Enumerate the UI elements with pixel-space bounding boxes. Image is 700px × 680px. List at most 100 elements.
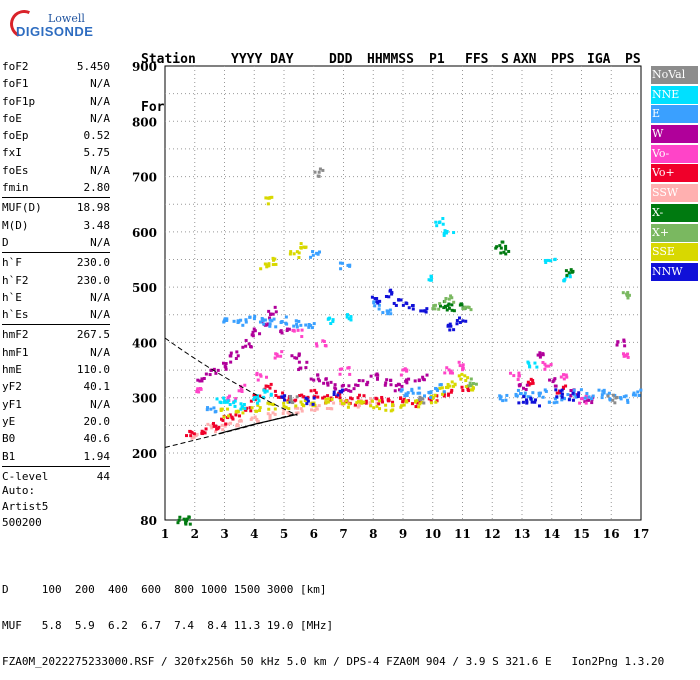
plot-frame [164,65,642,521]
echo-point-sse [340,402,344,406]
echo-point-ssw [271,411,275,415]
echo-point-w [569,389,573,393]
y-tick-label: 80 [140,514,157,528]
echo-point-e [555,400,559,404]
echo-point-vo- [334,395,338,399]
echo-point-noval [321,168,325,172]
echo-point-nne [215,397,219,401]
echo-point-w [204,372,208,376]
echo-point-w [333,383,337,387]
echo-point-nne [262,395,266,399]
echo-point-x- [447,302,451,306]
echo-point-nnw [449,324,453,328]
echo-point-noval [613,401,617,405]
echo-point-nnw [525,400,529,404]
echo-point-w [352,387,356,391]
param-label: foF2 [2,60,29,73]
echo-point-w [316,373,320,377]
param-value: 18.98 [76,201,110,215]
echo-point-w [287,327,291,331]
echo-point-w [293,356,297,360]
echo-point-e [268,318,272,322]
echo-point-vo- [558,391,562,395]
echo-point-nnw [452,328,456,332]
echo-point-w [312,378,316,382]
echo-point-vo- [348,372,352,376]
echo-point-sse [266,264,270,268]
echo-point-e [411,391,415,395]
legend-item-x-: X+ [651,223,698,242]
param-row: h`F 230.0 [2,254,110,271]
x-tick-label: 6 [310,527,318,541]
echo-point-x- [433,303,437,307]
echo-point-vo- [268,386,272,390]
echo-point-vo- [406,399,410,403]
x-tick-label: 11 [454,527,471,541]
echo-point-w [324,377,328,381]
echo-point-e [244,318,248,322]
echo-point-nne [546,258,550,262]
echo-point-ssw [229,421,233,425]
echo-point-vo- [380,395,384,399]
echo-point-vo- [527,383,531,387]
echo-point-x- [444,297,448,301]
echo-point-vo- [338,372,342,376]
echo-point-ssw [250,416,254,420]
echo-point-vo- [450,371,454,375]
profile-dashed-upper [164,337,298,416]
echo-point-w [285,329,289,333]
echo-point-vo- [354,403,358,407]
echo-point-ssw [268,417,272,421]
echo-point-vo- [580,396,584,400]
echo-point-vo- [266,384,270,388]
echo-point-nne [239,407,243,411]
echo-point-nnw [537,404,541,408]
echo-point-nne [562,279,566,283]
echo-point-nne [549,259,553,263]
param-label: yE [2,414,16,428]
param-row: fxI 5.75 [2,144,110,161]
echo-point-vo- [298,394,302,398]
echo-point-x- [499,246,503,250]
legend-item-sse: SSE [651,243,698,262]
param-value: 20.0 [83,414,111,428]
echo-point-nnw [340,390,344,394]
echo-point-vo- [449,390,453,394]
echo-point-w [224,362,228,366]
echo-point-e [299,323,303,327]
echo-point-noval [615,395,619,399]
echo-point-w [385,378,389,382]
echo-point-ssw [293,406,297,410]
echo-point-ssw [223,424,227,428]
echo-point-vo- [508,371,512,375]
echo-point-e [377,307,381,311]
x-tick-label: 9 [399,527,407,541]
echo-point-nnw [280,395,284,399]
param-row: D N/A [2,234,110,251]
echo-point-w [347,389,351,393]
echo-point-e [636,390,640,394]
echo-point-vo- [185,434,189,438]
echo-point-vo- [323,343,327,347]
echo-point-w [344,388,348,392]
y-tick-label: 200 [132,447,157,461]
echo-point-e [439,383,443,387]
echo-point-e [236,319,240,323]
echo-point-nnw [455,319,459,323]
param-label: foF1 [2,77,29,91]
echo-point-w [209,368,213,372]
echo-point-vo- [234,397,238,401]
echo-point-vo- [337,391,341,395]
echo-point-w [297,360,301,364]
echo-point-e [284,315,288,319]
echo-point-e [579,388,583,392]
echo-point-vo- [316,395,320,399]
echo-point-ssw [317,404,321,408]
echo-point-ssw [221,428,225,432]
echo-point-e [346,263,350,267]
echo-point-e [262,322,266,326]
echo-point-e [268,322,272,326]
param-label: h`F [2,256,22,270]
echo-point-e [311,250,315,254]
echo-point-nnw [305,397,309,401]
